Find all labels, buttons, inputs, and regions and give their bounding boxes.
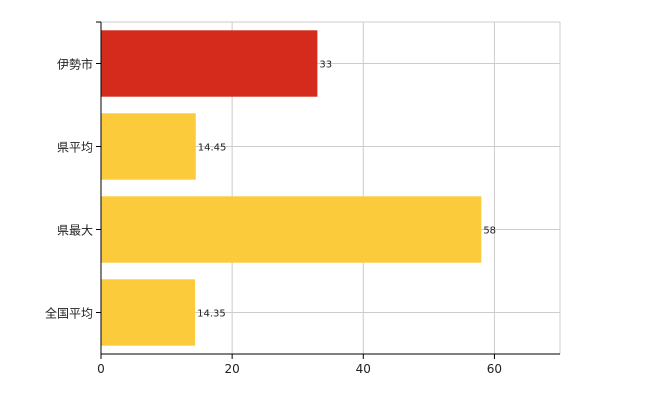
bar-1 bbox=[101, 113, 196, 180]
bar-layer bbox=[101, 30, 482, 346]
data-label-1: 14.45 bbox=[198, 143, 227, 154]
data-label-0: 33 bbox=[319, 60, 332, 71]
data-label-3: 14.35 bbox=[197, 309, 226, 320]
x-tick-label-20: 20 bbox=[225, 362, 240, 376]
category-label-3: 全国平均 bbox=[45, 306, 93, 321]
bar-2 bbox=[101, 196, 482, 263]
x-tick-label-60: 60 bbox=[487, 362, 502, 376]
x-tick-label-0: 0 bbox=[97, 362, 105, 376]
bar-3 bbox=[101, 279, 196, 346]
x-tick-label-40: 40 bbox=[356, 362, 371, 376]
category-label-1: 県平均 bbox=[57, 141, 93, 155]
data-label-2: 58 bbox=[483, 226, 496, 237]
axis-layer bbox=[96, 21, 560, 359]
category-label-0: 伊勢市 bbox=[57, 57, 93, 72]
bar-0 bbox=[101, 30, 318, 97]
category-label-2: 県最大 bbox=[57, 224, 93, 238]
